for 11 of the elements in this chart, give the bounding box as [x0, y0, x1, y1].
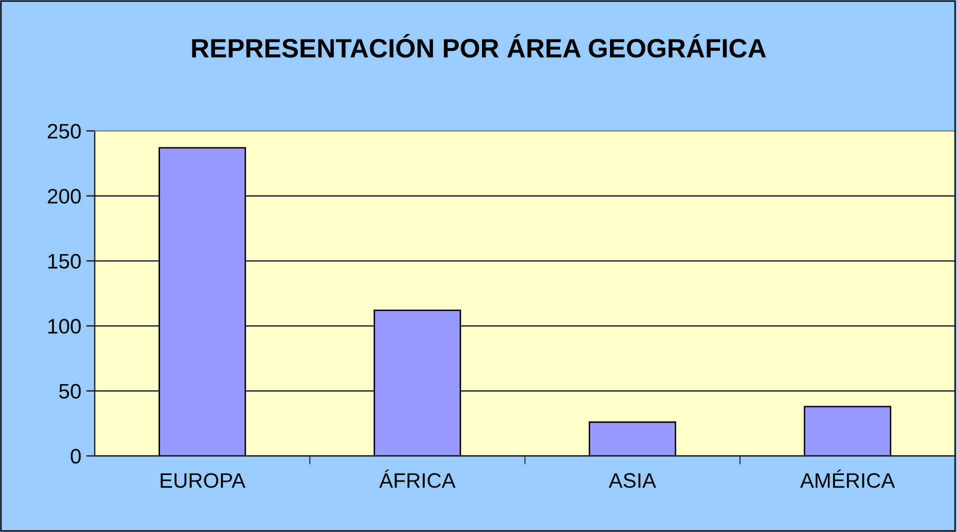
x-tick-label: EUROPA [160, 473, 246, 488]
y-tick-label: 100 [48, 318, 81, 334]
x-tick-label: ASIA [608, 473, 656, 488]
y-tick-label: 0 [70, 448, 81, 464]
y-tick-label: 250 [48, 124, 81, 139]
x-tick-label: AMÉRICA [800, 470, 895, 488]
chart-title: REPRESENTACIÓN POR ÁREA GEOGRÁFICA [192, 34, 766, 58]
y-tick-label: 200 [48, 188, 81, 204]
y-tick-label: 50 [59, 384, 81, 399]
x-tick-label: ÁFRICA [379, 470, 456, 488]
y-tick-label: 150 [48, 254, 81, 269]
